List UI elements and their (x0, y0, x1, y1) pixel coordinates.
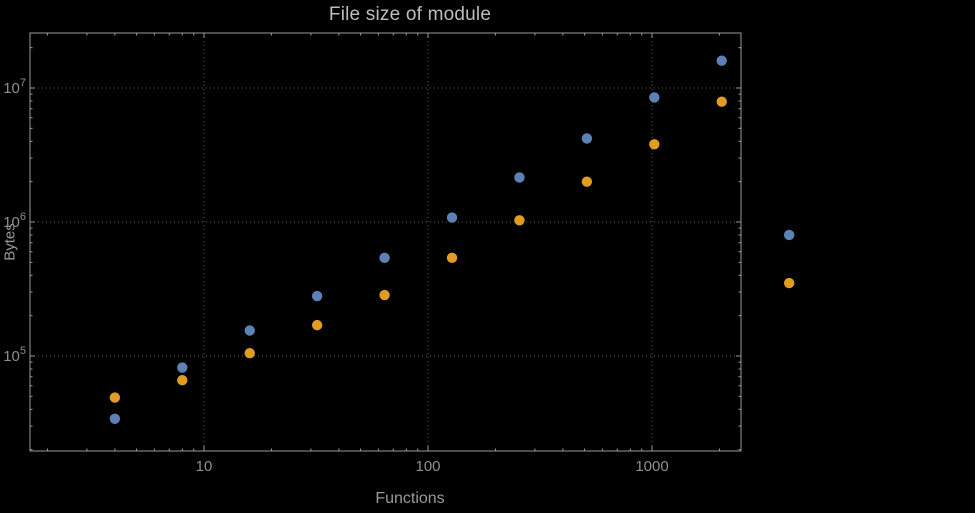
data-point-orange (446, 252, 458, 264)
x-tick-label: 100 (415, 458, 440, 475)
y-tick-label: 107 (3, 77, 26, 97)
data-point-blue (311, 290, 323, 302)
x-tick-label: 10 (196, 458, 213, 475)
y-tick-label: 106 (3, 211, 26, 231)
data-point-orange (244, 347, 255, 359)
data-point-orange (716, 96, 727, 107)
data-point-orange (177, 374, 188, 386)
data-point-orange (109, 392, 121, 403)
data-point-blue (379, 252, 390, 264)
plot-frame (29, 32, 742, 452)
data-point-blue (109, 413, 121, 424)
y-tick-label: 105 (3, 345, 26, 365)
data-point-blue (783, 229, 795, 241)
x-axis-label: Functions (375, 490, 445, 507)
data-point-blue (649, 92, 660, 103)
x-tick-label: 1000 (635, 458, 668, 475)
chart-title: File size of module (328, 4, 492, 25)
data-point-blue (716, 55, 727, 66)
data-point-orange (514, 215, 525, 226)
data-point-blue (446, 212, 458, 223)
data-point-orange (379, 289, 390, 301)
data-point-orange (783, 277, 795, 289)
data-point-orange (581, 176, 593, 187)
data-point-orange (649, 139, 660, 150)
data-point-blue (581, 133, 593, 144)
data-point-blue (514, 172, 525, 183)
data-point-orange (311, 319, 323, 331)
data-point-blue (244, 325, 255, 336)
data-point-blue (177, 362, 188, 373)
